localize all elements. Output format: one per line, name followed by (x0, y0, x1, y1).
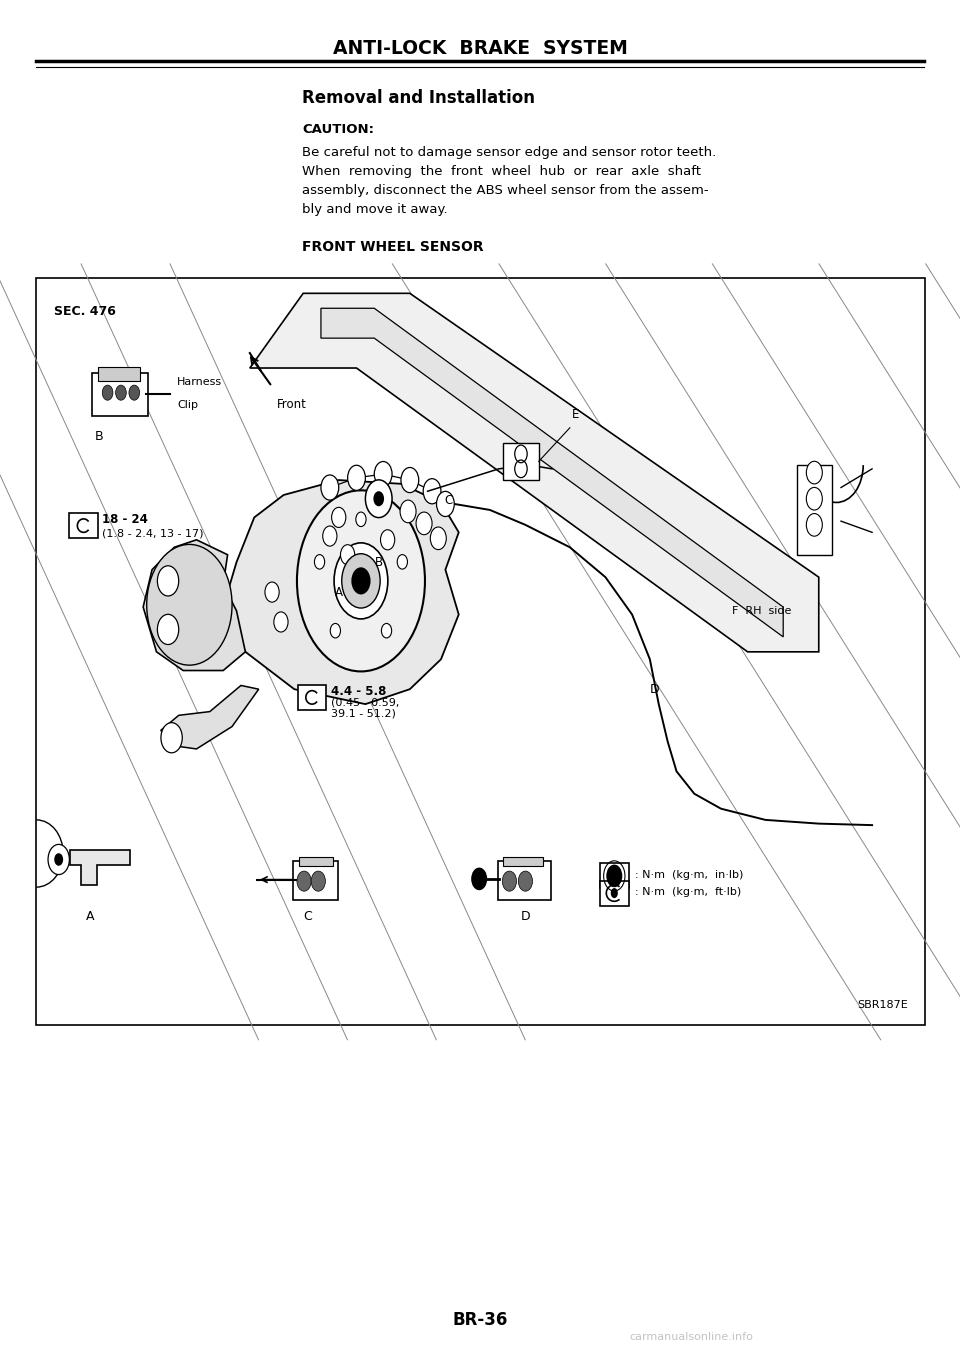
Circle shape (147, 545, 232, 665)
Circle shape (502, 870, 516, 891)
Bar (503, 443, 539, 481)
Text: assembly, disconnect the ABS wheel sensor from the assem-: assembly, disconnect the ABS wheel senso… (302, 183, 709, 197)
Circle shape (331, 508, 346, 527)
Circle shape (330, 623, 341, 638)
Text: 18 - 24: 18 - 24 (103, 513, 148, 526)
Text: bly and move it away.: bly and move it away. (302, 202, 448, 216)
Circle shape (157, 566, 179, 596)
FancyBboxPatch shape (69, 513, 98, 538)
Circle shape (430, 527, 446, 550)
Circle shape (373, 492, 384, 507)
Text: FRONT WHEEL SENSOR: FRONT WHEEL SENSOR (302, 240, 484, 254)
Polygon shape (143, 539, 246, 671)
FancyBboxPatch shape (498, 861, 551, 899)
Text: E: E (572, 407, 579, 421)
Text: B: B (94, 430, 103, 443)
Circle shape (423, 478, 441, 504)
Polygon shape (70, 850, 130, 885)
Circle shape (437, 492, 454, 516)
Text: CAUTION:: CAUTION: (302, 122, 374, 136)
Circle shape (265, 583, 279, 602)
Text: D: D (650, 683, 660, 695)
Circle shape (341, 545, 355, 565)
Text: When  removing  the  front  wheel  hub  or  rear  axle  shaft: When removing the front wheel hub or rea… (302, 164, 702, 178)
Circle shape (471, 868, 487, 891)
Text: 4.4 - 5.8: 4.4 - 5.8 (331, 684, 386, 698)
Circle shape (297, 870, 311, 891)
Circle shape (274, 612, 288, 631)
Circle shape (129, 386, 139, 401)
Circle shape (351, 568, 371, 595)
Circle shape (401, 467, 419, 493)
Polygon shape (250, 293, 819, 652)
Circle shape (611, 888, 618, 898)
Circle shape (55, 853, 63, 866)
FancyBboxPatch shape (92, 373, 148, 416)
Circle shape (348, 466, 366, 490)
Circle shape (323, 526, 337, 546)
Polygon shape (223, 479, 459, 703)
FancyBboxPatch shape (298, 684, 326, 710)
Text: D: D (520, 910, 530, 922)
Text: : N·m  (kg·m,  ft·lb): : N·m (kg·m, ft·lb) (635, 887, 741, 898)
Circle shape (315, 554, 324, 569)
Circle shape (381, 623, 392, 638)
Text: (1.8 - 2.4, 13 - 17): (1.8 - 2.4, 13 - 17) (103, 528, 204, 539)
Text: F  RH  side: F RH side (732, 606, 791, 615)
Text: Front: Front (276, 398, 306, 411)
FancyBboxPatch shape (600, 864, 629, 888)
Text: 39.1 - 51.2): 39.1 - 51.2) (331, 708, 396, 718)
Circle shape (356, 512, 366, 527)
Text: Clip: Clip (177, 401, 198, 410)
Circle shape (334, 543, 388, 619)
Text: ANTI-LOCK  BRAKE  SYSTEM: ANTI-LOCK BRAKE SYSTEM (332, 39, 628, 57)
Circle shape (397, 554, 407, 569)
Circle shape (366, 479, 392, 517)
Circle shape (416, 512, 432, 535)
Text: C: C (303, 910, 312, 922)
Text: (0.45 - 0.59,: (0.45 - 0.59, (331, 698, 399, 708)
Polygon shape (321, 308, 783, 637)
Bar (36, 278, 925, 1025)
Text: : N·m  (kg·m,  in·lb): : N·m (kg·m, in·lb) (635, 870, 743, 880)
Circle shape (115, 386, 127, 401)
Text: Removal and Installation: Removal and Installation (302, 88, 536, 107)
Circle shape (297, 490, 425, 671)
Circle shape (311, 870, 325, 891)
Bar (503, 857, 543, 866)
FancyBboxPatch shape (294, 861, 338, 899)
FancyBboxPatch shape (600, 880, 629, 906)
Bar (299, 857, 332, 866)
Circle shape (400, 500, 416, 523)
Text: Harness: Harness (177, 376, 222, 387)
Circle shape (380, 530, 395, 550)
Circle shape (518, 870, 533, 891)
Circle shape (48, 845, 69, 875)
Text: C: C (444, 494, 452, 508)
Text: SBR187E: SBR187E (857, 1001, 907, 1010)
Text: B: B (374, 555, 383, 569)
Circle shape (374, 462, 392, 486)
Text: Be careful not to damage sensor edge and sensor rotor teeth.: Be careful not to damage sensor edge and… (302, 145, 717, 159)
Text: carmanualsonline.info: carmanualsonline.info (629, 1332, 754, 1342)
Circle shape (103, 386, 113, 401)
Circle shape (806, 488, 823, 511)
Bar (797, 464, 832, 554)
Text: SEC. 476: SEC. 476 (55, 304, 116, 318)
Text: A: A (85, 910, 94, 922)
Polygon shape (161, 686, 258, 750)
Circle shape (161, 722, 182, 752)
Text: A: A (335, 585, 343, 599)
FancyBboxPatch shape (98, 367, 139, 380)
Circle shape (349, 565, 372, 598)
Text: BR-36: BR-36 (452, 1310, 508, 1329)
Circle shape (806, 513, 823, 536)
Circle shape (321, 475, 339, 500)
Circle shape (157, 614, 179, 645)
Circle shape (342, 554, 380, 608)
Circle shape (607, 865, 622, 887)
Circle shape (806, 462, 823, 483)
